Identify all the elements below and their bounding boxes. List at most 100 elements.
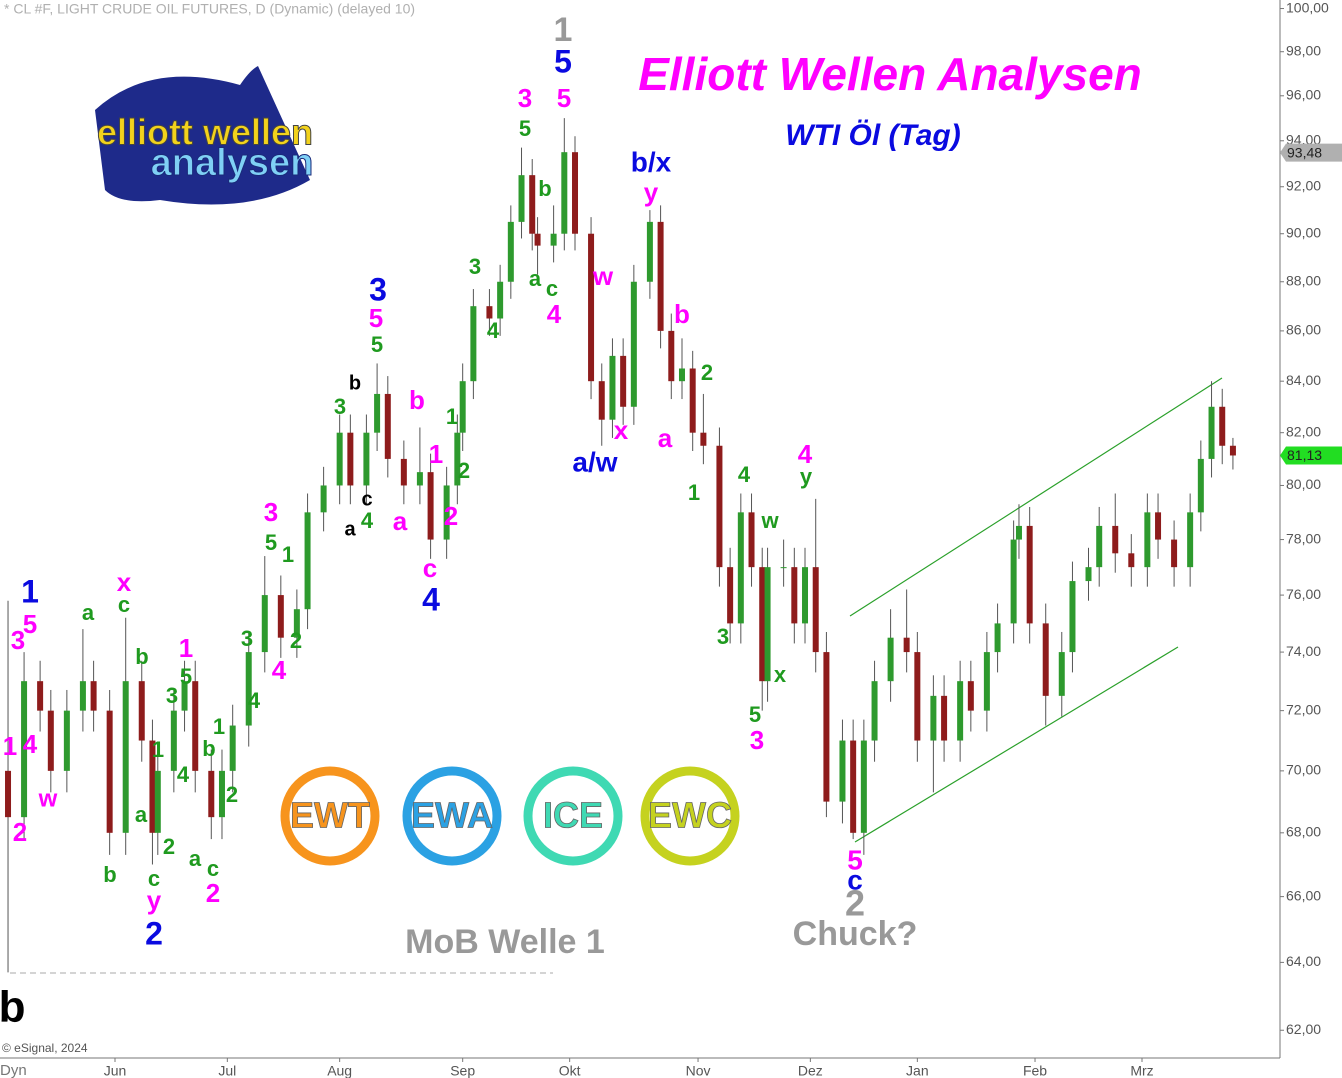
wave-label: 3: [166, 683, 178, 708]
wave-label: a/w: [572, 446, 617, 477]
wave-label: c: [423, 553, 437, 583]
wave-label: 2: [145, 915, 163, 951]
badge-ring: [402, 766, 502, 866]
candle-body: [277, 595, 284, 638]
wave-label: 3: [518, 83, 532, 113]
wave-label: y: [800, 464, 813, 489]
candle-body: [887, 637, 894, 682]
candle-body: [871, 681, 878, 741]
wave-label: c: [361, 488, 372, 510]
candle-body: [106, 710, 113, 833]
chart-title: Elliott Wellen Analysen: [638, 48, 1142, 100]
wave-label: 5: [371, 332, 383, 357]
candle-body: [588, 233, 595, 382]
wave-label: 4: [272, 655, 287, 685]
wave-label: a: [189, 846, 202, 871]
wave-label: b: [202, 736, 215, 761]
candle-body: [930, 695, 937, 741]
wave-label: 1: [3, 731, 17, 761]
y-tick-label: 68,00: [1286, 824, 1321, 840]
candle-body: [839, 740, 846, 802]
candle-body: [700, 432, 707, 446]
x-tick-label: Nov: [686, 1063, 711, 1078]
wave-label: w: [760, 508, 779, 533]
candle-body: [903, 637, 910, 653]
badge-ring: [280, 766, 380, 866]
wave-label: y: [147, 885, 162, 915]
candle-body: [261, 595, 268, 653]
candle-body: [454, 432, 461, 486]
candle-body: [229, 725, 236, 771]
badge-text: EWT: [290, 795, 370, 836]
wave-label: 2: [163, 834, 175, 859]
wave-label: 5: [23, 609, 37, 639]
x-tick-label: Dez: [798, 1063, 823, 1078]
candle-body: [1171, 539, 1178, 568]
wave-label: 5: [749, 702, 761, 727]
candle-body: [983, 652, 990, 711]
wave-label: 4: [798, 439, 813, 469]
candle-body: [812, 567, 819, 653]
candle-body: [347, 432, 354, 486]
candle-body: [47, 710, 54, 771]
wave-label: b: [103, 862, 116, 887]
wave-label: 5: [554, 43, 572, 79]
price-marker-label: 93,48: [1287, 144, 1322, 160]
candle-body: [802, 567, 809, 624]
corner-label: Dyn: [0, 1062, 27, 1078]
wave-label: 5: [369, 303, 383, 333]
wave-label: 2: [845, 883, 865, 924]
wave-label: 5: [847, 844, 863, 875]
channel-line: [849, 377, 1223, 617]
wave-label: 3: [750, 725, 764, 755]
candle-body: [850, 740, 857, 833]
y-tick-label: 94,00: [1286, 131, 1321, 147]
candle-body: [374, 393, 381, 433]
candle-body: [363, 432, 370, 486]
y-tick-label: 64,00: [1286, 953, 1321, 969]
wave-label: x: [774, 662, 787, 687]
candle-body: [759, 567, 766, 682]
candle-body: [914, 652, 921, 741]
candle-body: [192, 681, 199, 771]
x-tick-label: Jan: [906, 1063, 929, 1078]
wave-label: 3: [369, 271, 387, 307]
y-tick-label: 70,00: [1286, 762, 1321, 778]
wave-label: c: [118, 592, 130, 617]
y-tick-label: 78,00: [1286, 530, 1321, 546]
candle-body: [1229, 445, 1236, 456]
wave-label: 1: [179, 633, 193, 663]
y-tick-label: 96,00: [1286, 86, 1321, 102]
wave-label: a: [529, 266, 542, 291]
y-tick-label: 92,00: [1286, 177, 1321, 193]
candle-body: [657, 221, 664, 331]
candle-body: [534, 233, 541, 246]
wave-label: b: [0, 983, 25, 1032]
wave-label: 3: [264, 497, 278, 527]
wave-label: 5: [557, 83, 571, 113]
candle-body: [550, 233, 557, 246]
candle-body: [154, 770, 161, 833]
wave-label: b: [674, 299, 690, 329]
candle-body: [994, 623, 1001, 653]
badge-ring: [523, 766, 623, 866]
candle-body: [21, 681, 28, 818]
candle-body: [245, 652, 252, 726]
candle-body: [427, 472, 434, 540]
candle-body: [443, 485, 450, 540]
candle-body: [304, 512, 311, 610]
wave-label: c: [546, 276, 558, 301]
logo-text: analysen: [151, 142, 314, 184]
wave-label: 4: [738, 462, 751, 487]
wave-label: 2: [701, 360, 713, 385]
x-tick-label: Feb: [1023, 1063, 1047, 1078]
y-tick-label: 100,00: [1286, 0, 1329, 15]
candle-body: [780, 567, 787, 569]
logo: elliott wellen analysen: [95, 66, 314, 205]
wave-label: 1: [152, 737, 164, 762]
x-tick-label: Jul: [218, 1063, 236, 1078]
candle-body: [1197, 458, 1204, 513]
y-tick-label: 98,00: [1286, 42, 1321, 58]
y-tick-label: 76,00: [1286, 586, 1321, 602]
